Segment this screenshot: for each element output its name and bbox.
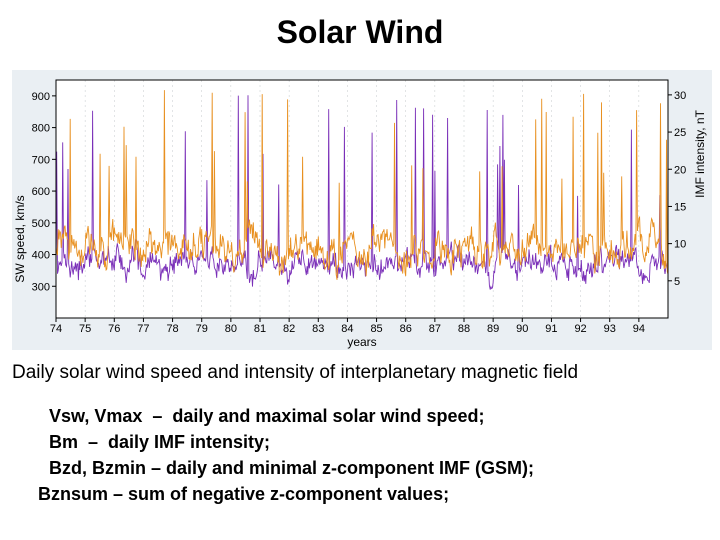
svg-text:85: 85 [370, 323, 382, 335]
chart-caption: Daily solar wind speed and intensity of … [12, 362, 578, 384]
svg-text:15: 15 [674, 201, 686, 213]
svg-text:89: 89 [487, 323, 499, 335]
svg-text:years: years [347, 335, 376, 349]
svg-text:88: 88 [458, 323, 470, 335]
svg-text:20: 20 [674, 164, 686, 176]
svg-text:75: 75 [79, 323, 91, 335]
svg-text:79: 79 [196, 323, 208, 335]
svg-text:92: 92 [574, 323, 586, 335]
svg-text:400: 400 [32, 250, 50, 262]
svg-text:94: 94 [633, 323, 645, 335]
svg-text:500: 500 [32, 218, 50, 230]
svg-text:IMF intensity, nT: IMF intensity, nT [693, 109, 707, 197]
svg-text:77: 77 [137, 323, 149, 335]
svg-text:83: 83 [312, 323, 324, 335]
svg-text:76: 76 [108, 323, 120, 335]
svg-text:74: 74 [50, 323, 62, 335]
definition-line: Vsw, Vmax – daily and maximal solar wind… [38, 403, 534, 429]
svg-text:78: 78 [166, 323, 178, 335]
svg-text:10: 10 [674, 239, 686, 251]
definition-line: Bm – daily IMF intensity; [38, 429, 534, 455]
svg-text:80: 80 [225, 323, 237, 335]
svg-text:86: 86 [400, 323, 412, 335]
chart-container: 74 75 76 77 78 79 80 81 82 83 84 85 86 87 88 89 90 91 92 93… [12, 70, 712, 350]
svg-text:900: 900 [32, 91, 50, 103]
svg-text:82: 82 [283, 323, 295, 335]
svg-text:93: 93 [604, 323, 616, 335]
timeseries-chart: 74 75 76 77 78 79 80 81 82 83 84 85 86 87 88 89 90 91 92 93… [12, 70, 712, 350]
svg-text:30: 30 [674, 90, 686, 102]
svg-text:300: 300 [32, 281, 50, 293]
svg-text:87: 87 [429, 323, 441, 335]
svg-text:SW speed, km/s: SW speed, km/s [13, 195, 27, 282]
svg-text:25: 25 [674, 127, 686, 139]
svg-text:91: 91 [545, 323, 557, 335]
svg-text:600: 600 [32, 186, 50, 198]
svg-text:800: 800 [32, 123, 50, 135]
svg-text:5: 5 [674, 276, 680, 288]
definition-line: Bzd, Bzmin – daily and minimal z-compone… [38, 455, 534, 481]
svg-text:81: 81 [254, 323, 266, 335]
svg-text:84: 84 [341, 323, 353, 335]
svg-text:90: 90 [516, 323, 528, 335]
definition-line: Bznsum – sum of negative z-component val… [38, 481, 534, 507]
page-title: Solar Wind [0, 14, 720, 51]
svg-text:700: 700 [32, 154, 50, 166]
definitions-block: Vsw, Vmax – daily and maximal solar wind… [38, 403, 534, 507]
